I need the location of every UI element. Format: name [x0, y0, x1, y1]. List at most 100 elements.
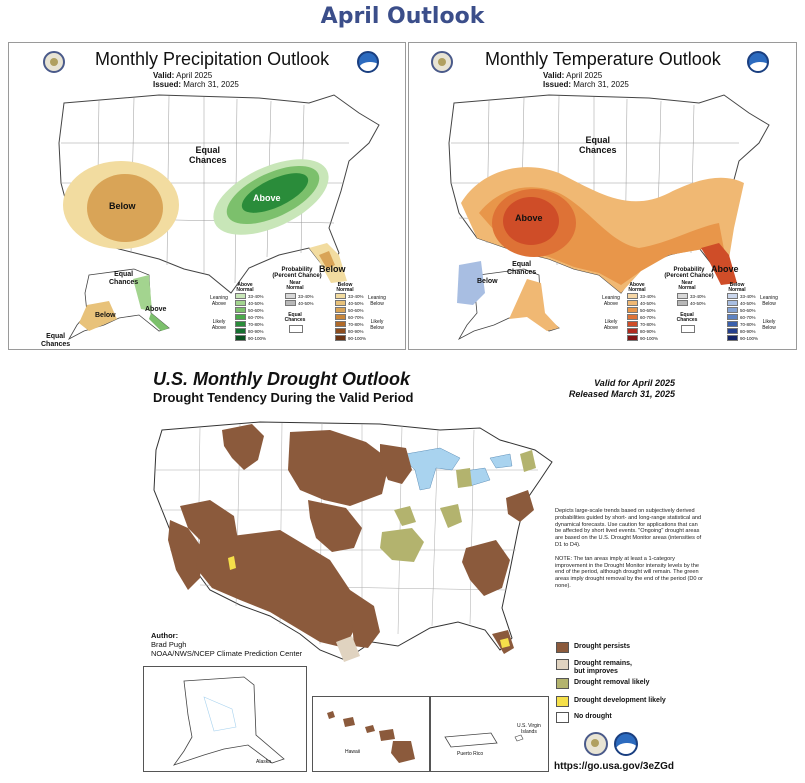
- precip-legend-below-swatch: [335, 307, 346, 313]
- temp-legend-above-bin: 50-60%: [640, 308, 656, 313]
- temp-outlook-panel: Monthly Temperature Outlook Valid: April…: [408, 42, 797, 350]
- drought-valid-dates: Valid for April 2025 Released March 31, …: [535, 378, 675, 400]
- temp-legend-below-swatch: [727, 328, 738, 334]
- temp-legend-above-bin: 33-40%: [640, 294, 656, 299]
- temp-legend-below-bin: 50-60%: [740, 308, 756, 313]
- drought-persists-mid-atlantic: [506, 490, 534, 522]
- hawaii-inset-map: [327, 711, 415, 763]
- precip-legend-above-bin: 80-90%: [248, 329, 264, 334]
- temp-above-sw-core-2: [503, 197, 559, 245]
- temp-label-above-fl: Above: [711, 264, 739, 274]
- temp-map-title: Monthly Temperature Outlook: [485, 49, 721, 69]
- temp-legend-below-bin: 60-70%: [740, 315, 756, 320]
- precip-outlook-panel: Monthly Precipitation Outlook Valid: Apr…: [8, 42, 406, 350]
- drought-development-florida: [500, 638, 510, 648]
- temp-legend-above-bin: 60-70%: [640, 315, 656, 320]
- nws-logo-icon: [357, 51, 379, 73]
- drought-legend-swatch: [556, 678, 569, 689]
- precip-ak-below: [79, 301, 117, 331]
- usvi-inset-label: U.S. Virgin Islands: [517, 723, 541, 735]
- temp-map: [448, 94, 770, 341]
- drought-persists-northern-plains: [288, 430, 390, 506]
- precip-legend-near-bin: 33-40%: [298, 294, 314, 299]
- drought-url[interactable]: https://go.usa.gov/3eZGd: [554, 761, 675, 772]
- precip-legend-above-swatch: [235, 307, 246, 313]
- drought-persists-great-lakes-west: [380, 444, 412, 484]
- temp-legend-below-bin: 80-90%: [740, 329, 756, 334]
- temp-legend: Probability (Percent Chance) Above Norma…: [602, 265, 789, 347]
- drought-valid-line: Valid for April 2025: [594, 378, 675, 388]
- temp-legend-below-bin: 33-40%: [740, 294, 756, 299]
- drought-legend-label: Drought development likely: [574, 697, 666, 704]
- hawaii-inset-label: Hawaii: [345, 749, 361, 755]
- precip-legend-below-bin: 80-90%: [348, 329, 364, 334]
- drought-improves-south-texas: [336, 636, 360, 662]
- author-label: Author:: [151, 631, 179, 640]
- drought-removal-ozarks: [394, 506, 416, 526]
- precip-legend-equal-swatch: [289, 325, 303, 333]
- alaska-inset-map: [172, 676, 285, 766]
- precip-label-below-fl: Below: [319, 264, 346, 274]
- temp-ak-below: [457, 261, 485, 305]
- temp-legend-title: Probability (Percent Chance): [664, 267, 714, 279]
- precip-legend-near-swatch: [285, 300, 296, 306]
- drought-removal-midwest: [380, 528, 424, 562]
- precip-legend-above-swatch: [235, 335, 246, 341]
- page-title: April Outlook: [320, 4, 485, 29]
- alaska-inset-label: Alaska: [256, 759, 272, 765]
- temp-label-above-sw: Above: [515, 213, 543, 223]
- author-org: NOAA/NWS/NCEP Climate Prediction Center: [151, 649, 303, 658]
- alaska-inset: Alaska: [143, 666, 307, 772]
- temp-legend-below-swatch: [727, 335, 738, 341]
- drought-legend-swatch: [556, 712, 569, 723]
- temp-legend-above-swatch: [627, 335, 638, 341]
- precip-legend-rows: 33-40% 33-40% 40-50% 40-50% 50-60% 50-60% 60-7…: [217, 265, 397, 347]
- temp-legend-above-swatch: [627, 307, 638, 313]
- temp-legend-above-bin: 40-50%: [640, 301, 656, 306]
- precip-above-east-3: [241, 173, 309, 213]
- temp-legend-above-swatch: [627, 300, 638, 306]
- temp-issued: Issued: March 31, 2025: [543, 80, 629, 89]
- temp-label-ak-equal: Equal Chances: [507, 261, 537, 276]
- drought-notes-2: NOTE: The tan areas imply at least a 1-c…: [555, 555, 704, 589]
- temp-legend-near-swatch: [677, 293, 688, 299]
- precip-issued: Issued: March 31, 2025: [153, 80, 239, 89]
- temp-legend-below-swatch: [727, 293, 738, 299]
- precip-ak-above: [133, 275, 152, 311]
- drought-map: [153, 421, 553, 662]
- temp-legend-equal: Equal Chances: [676, 312, 698, 323]
- temp-ak-above: [509, 279, 559, 331]
- puerto-rico-inset: Puerto Rico U.S. Virgin Islands: [430, 696, 549, 772]
- precip-legend-below-swatch: [335, 335, 346, 341]
- precip-map-title: Monthly Precipitation Outlook: [95, 49, 330, 69]
- precip-label-ak-equal: Equal Chances: [109, 271, 139, 286]
- precip-valid: Valid: April 2025: [153, 71, 213, 80]
- drought-author: Author: Brad Pugh NOAA/NWS/NCEP Climate …: [151, 631, 302, 658]
- precip-ak-panhandle: [149, 313, 169, 331]
- nws-logo-icon: [614, 732, 638, 756]
- precip-map: [58, 94, 380, 341]
- temp-legend-below-swatch: [727, 307, 738, 313]
- temp-legend-above-swatch: [627, 314, 638, 320]
- precip-legend-leaning-below: Leaning Below: [368, 295, 386, 307]
- drought-persists-southeast: [462, 540, 510, 596]
- temp-legend-above-bin: 90-100%: [640, 336, 659, 341]
- drought-persists-texas-coast: [350, 590, 380, 648]
- temp-legend-above-bin: 70-80%: [640, 322, 656, 327]
- precip-legend-below-swatch: [335, 328, 346, 334]
- temp-label-equal-chances: Equal Chances: [579, 135, 617, 155]
- precip-legend-near-swatch: [285, 293, 296, 299]
- temp-legend-near-swatch: [677, 300, 688, 306]
- nws-logo-icon: [747, 51, 769, 73]
- precip-label-equal-chances: Equal Chances: [189, 145, 227, 165]
- precip-legend-below-bin: 60-70%: [348, 315, 364, 320]
- temp-legend-below-bin: 40-50%: [740, 301, 756, 306]
- drought-persists-california: [168, 520, 202, 590]
- precip-legend-col-above: Above Normal: [236, 282, 254, 293]
- temp-legend-below-bin: 90-100%: [740, 336, 759, 341]
- drought-title: U.S. Monthly Drought Outlook: [153, 369, 410, 389]
- drought-legend-swatch: [556, 696, 569, 707]
- drought-persists-northwest: [222, 424, 264, 470]
- temp-legend-above-swatch: [627, 293, 638, 299]
- precip-legend-below-bin: 90-100%: [348, 336, 367, 341]
